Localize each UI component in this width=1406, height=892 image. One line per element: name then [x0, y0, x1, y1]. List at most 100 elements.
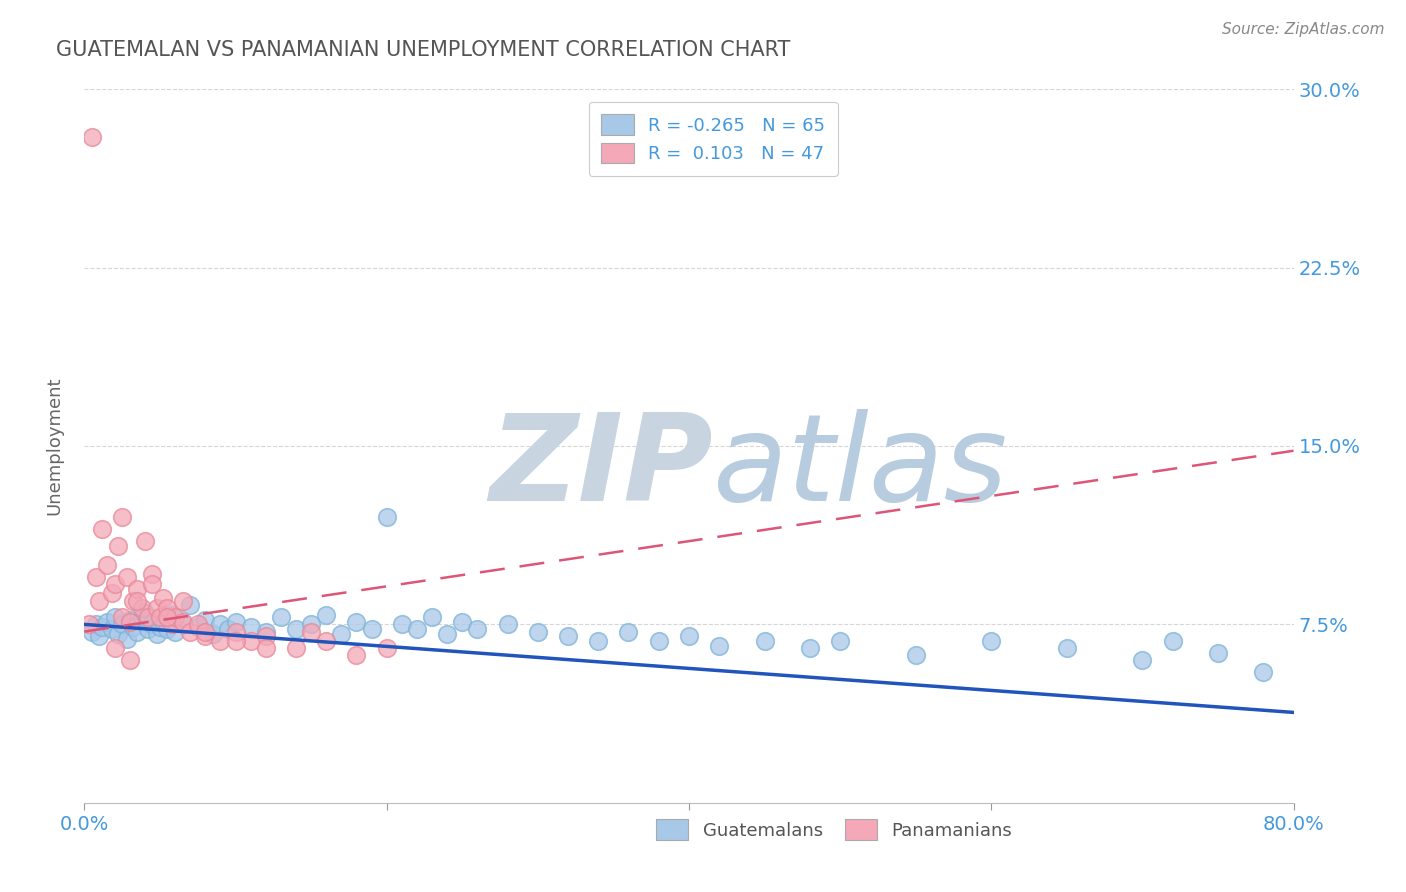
Point	[149, 620, 172, 634]
Point	[146, 627, 169, 641]
Point	[152, 591, 174, 606]
Point	[799, 641, 821, 656]
Point	[104, 610, 127, 624]
Point	[270, 610, 292, 624]
Point	[225, 615, 247, 629]
Point	[375, 510, 398, 524]
Point	[375, 641, 398, 656]
Point	[1130, 653, 1153, 667]
Point	[980, 634, 1002, 648]
Point	[217, 622, 239, 636]
Point	[617, 624, 640, 639]
Point	[111, 617, 134, 632]
Point	[315, 607, 337, 622]
Point	[1253, 665, 1275, 679]
Point	[209, 634, 232, 648]
Text: atlas: atlas	[713, 409, 1008, 526]
Point	[118, 653, 141, 667]
Point	[100, 622, 122, 636]
Point	[254, 641, 277, 656]
Point	[89, 629, 111, 643]
Point	[299, 624, 322, 639]
Point	[1056, 641, 1078, 656]
Point	[194, 613, 217, 627]
Point	[141, 567, 163, 582]
Point	[131, 610, 153, 624]
Point	[165, 624, 187, 639]
Point	[115, 570, 138, 584]
Point	[156, 600, 179, 615]
Point	[172, 617, 194, 632]
Point	[80, 129, 103, 144]
Point	[904, 648, 927, 663]
Point	[91, 522, 114, 536]
Point	[648, 634, 671, 648]
Point	[136, 622, 159, 636]
Y-axis label: Unemployment: Unemployment	[45, 376, 63, 516]
Point	[121, 620, 143, 634]
Point	[527, 624, 550, 639]
Point	[588, 634, 610, 648]
Point	[141, 617, 163, 632]
Point	[187, 620, 209, 634]
Point	[100, 586, 122, 600]
Point	[131, 600, 153, 615]
Point	[107, 539, 129, 553]
Point	[451, 615, 474, 629]
Point	[830, 634, 852, 648]
Point	[391, 617, 413, 632]
Point	[678, 629, 700, 643]
Point	[96, 558, 118, 572]
Point	[134, 534, 156, 549]
Point	[89, 593, 111, 607]
Point	[254, 624, 277, 639]
Point	[141, 577, 163, 591]
Point	[80, 624, 103, 639]
Point	[179, 599, 201, 613]
Point	[239, 620, 262, 634]
Text: Source: ZipAtlas.com: Source: ZipAtlas.com	[1222, 22, 1385, 37]
Point	[254, 629, 277, 643]
Point	[330, 627, 353, 641]
Point	[467, 622, 489, 636]
Point	[127, 624, 149, 639]
Text: ZIP: ZIP	[489, 409, 713, 526]
Point	[496, 617, 519, 632]
Point	[179, 624, 201, 639]
Point	[346, 648, 368, 663]
Point	[172, 593, 194, 607]
Point	[299, 617, 322, 632]
Point	[160, 607, 183, 622]
Point	[285, 622, 308, 636]
Point	[1206, 646, 1229, 660]
Point	[406, 622, 429, 636]
Point	[239, 634, 262, 648]
Point	[420, 610, 443, 624]
Point	[557, 629, 579, 643]
Point	[107, 627, 129, 641]
Point	[104, 641, 127, 656]
Point	[436, 627, 458, 641]
Point	[194, 624, 217, 639]
Point	[360, 622, 382, 636]
Point	[86, 570, 108, 584]
Point	[111, 510, 134, 524]
Point	[134, 606, 156, 620]
Point	[96, 615, 118, 629]
Point	[285, 641, 308, 656]
Point	[104, 577, 127, 591]
Point	[111, 610, 134, 624]
Point	[156, 610, 179, 624]
Point	[315, 634, 337, 648]
Point	[225, 634, 247, 648]
Point	[149, 610, 172, 624]
Point	[121, 593, 143, 607]
Point	[172, 615, 194, 629]
Point	[127, 593, 149, 607]
Point	[201, 627, 224, 641]
Point	[136, 610, 159, 624]
Point	[187, 617, 209, 632]
Point	[709, 639, 731, 653]
Point	[165, 610, 187, 624]
Point	[225, 624, 247, 639]
